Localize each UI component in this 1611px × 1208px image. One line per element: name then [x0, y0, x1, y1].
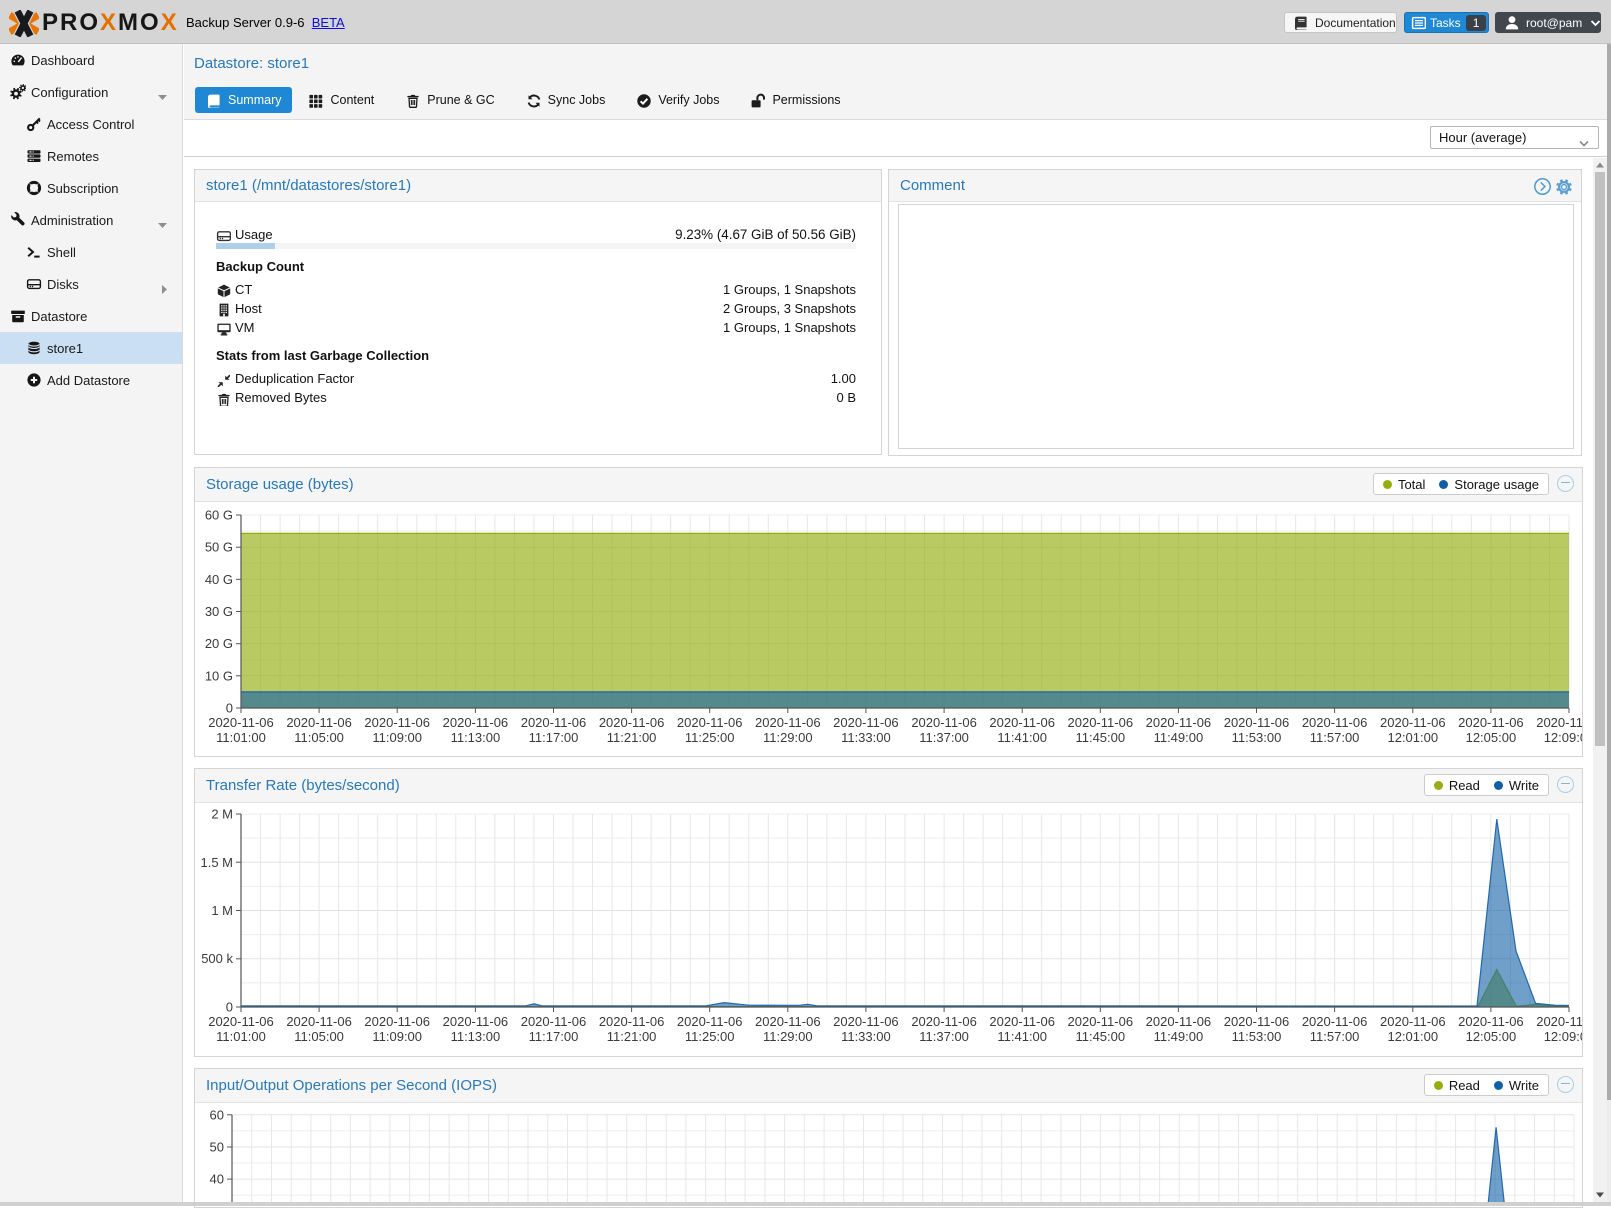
svg-text:1.5 M: 1.5 M	[200, 855, 233, 870]
svg-text:11:05:00: 11:05:00	[294, 730, 344, 745]
svg-text:2020-11-06: 2020-11-06	[208, 715, 274, 730]
svg-text:11:33:00: 11:33:00	[841, 1029, 891, 1044]
svg-text:2020-11-06: 2020-11-06	[521, 1014, 587, 1029]
svg-text:2020-11-06: 2020-11-06	[911, 715, 977, 730]
svg-text:2020-11-06: 2020-11-06	[1380, 1014, 1446, 1029]
svg-text:2020-11-06: 2020-11-06	[208, 1014, 274, 1029]
svg-text:2020-11-06: 2020-11-06	[677, 1014, 743, 1029]
svg-text:10 G: 10 G	[205, 668, 233, 683]
svg-text:2020-11-06: 2020-11-06	[677, 715, 743, 730]
svg-text:11:09:00: 11:09:00	[372, 1029, 422, 1044]
svg-text:11:01:00: 11:01:00	[216, 1029, 266, 1044]
svg-text:11:45:00: 11:45:00	[1075, 1029, 1125, 1044]
svg-text:500 k: 500 k	[201, 951, 233, 966]
svg-text:11:57:00: 11:57:00	[1310, 1029, 1360, 1044]
svg-text:2020-11-06: 2020-11-06	[443, 1014, 509, 1029]
svg-text:11:25:00: 11:25:00	[685, 730, 735, 745]
svg-text:11:37:00: 11:37:00	[919, 1029, 969, 1044]
svg-text:11:41:00: 11:41:00	[997, 730, 1047, 745]
svg-text:2020-11-06: 2020-11-06	[364, 715, 430, 730]
svg-text:2020-11-06: 2020-11-06	[1458, 715, 1524, 730]
svg-text:11:13:00: 11:13:00	[451, 1029, 501, 1044]
svg-text:11:33:00: 11:33:00	[841, 730, 891, 745]
svg-text:11:49:00: 11:49:00	[1154, 1029, 1204, 1044]
svg-text:12:01:00: 12:01:00	[1387, 730, 1438, 745]
svg-text:11:29:00: 11:29:00	[763, 730, 813, 745]
svg-text:2020-11-06: 2020-11-06	[1146, 715, 1212, 730]
svg-text:2020-11-06: 2020-11-06	[1536, 715, 1582, 730]
svg-text:2020-11-06: 2020-11-06	[1224, 715, 1290, 730]
svg-text:11:45:00: 11:45:00	[1075, 730, 1125, 745]
svg-text:12:05:00: 12:05:00	[1466, 730, 1517, 745]
svg-text:2020-11-06: 2020-11-06	[1068, 1014, 1134, 1029]
svg-text:60 G: 60 G	[205, 508, 233, 523]
svg-text:11:13:00: 11:13:00	[451, 730, 501, 745]
svg-text:2020-11-06: 2020-11-06	[599, 715, 665, 730]
svg-text:11:41:00: 11:41:00	[997, 1029, 1047, 1044]
svg-text:11:21:00: 11:21:00	[607, 730, 657, 745]
svg-text:2020-11-06: 2020-11-06	[1536, 1014, 1582, 1029]
svg-text:11:53:00: 11:53:00	[1232, 1029, 1282, 1044]
svg-text:2020-11-06: 2020-11-06	[286, 1014, 352, 1029]
svg-text:11:53:00: 11:53:00	[1232, 730, 1282, 745]
svg-text:12:09:00: 12:09:00	[1544, 730, 1582, 745]
svg-text:2 M: 2 M	[211, 807, 233, 822]
svg-text:60: 60	[210, 1107, 224, 1122]
svg-text:11:01:00: 11:01:00	[216, 730, 266, 745]
svg-text:2020-11-06: 2020-11-06	[1458, 1014, 1524, 1029]
svg-text:2020-11-06: 2020-11-06	[833, 1014, 899, 1029]
svg-text:2020-11-06: 2020-11-06	[364, 1014, 430, 1029]
svg-text:2020-11-06: 2020-11-06	[755, 715, 821, 730]
svg-text:2020-11-06: 2020-11-06	[989, 715, 1055, 730]
svg-text:40: 40	[210, 1172, 224, 1187]
svg-text:0: 0	[226, 701, 233, 716]
svg-text:2020-11-06: 2020-11-06	[1224, 1014, 1290, 1029]
svg-text:20 G: 20 G	[205, 636, 233, 651]
svg-text:11:37:00: 11:37:00	[919, 730, 969, 745]
svg-text:2020-11-06: 2020-11-06	[755, 1014, 821, 1029]
svg-text:12:01:00: 12:01:00	[1387, 1029, 1438, 1044]
svg-text:11:17:00: 11:17:00	[529, 730, 579, 745]
svg-text:11:17:00: 11:17:00	[529, 1029, 579, 1044]
svg-text:50 G: 50 G	[205, 540, 233, 555]
svg-text:12:05:00: 12:05:00	[1466, 1029, 1517, 1044]
svg-text:11:09:00: 11:09:00	[372, 730, 422, 745]
svg-text:1 M: 1 M	[211, 903, 233, 918]
svg-text:30 G: 30 G	[205, 604, 233, 619]
svg-text:11:29:00: 11:29:00	[763, 1029, 813, 1044]
svg-text:11:25:00: 11:25:00	[685, 1029, 735, 1044]
svg-text:2020-11-06: 2020-11-06	[1068, 715, 1134, 730]
svg-text:12:09:00: 12:09:00	[1544, 1029, 1582, 1044]
svg-text:11:21:00: 11:21:00	[607, 1029, 657, 1044]
svg-text:2020-11-06: 2020-11-06	[1302, 715, 1368, 730]
svg-text:0: 0	[226, 1000, 233, 1015]
svg-text:11:49:00: 11:49:00	[1154, 730, 1204, 745]
svg-text:11:05:00: 11:05:00	[294, 1029, 344, 1044]
svg-text:2020-11-06: 2020-11-06	[1302, 1014, 1368, 1029]
svg-text:2020-11-06: 2020-11-06	[443, 715, 509, 730]
svg-text:2020-11-06: 2020-11-06	[1146, 1014, 1212, 1029]
svg-text:11:57:00: 11:57:00	[1310, 730, 1360, 745]
svg-text:40 G: 40 G	[205, 572, 233, 587]
svg-text:2020-11-06: 2020-11-06	[989, 1014, 1055, 1029]
svg-text:2020-11-06: 2020-11-06	[286, 715, 352, 730]
svg-text:2020-11-06: 2020-11-06	[521, 715, 587, 730]
svg-text:50: 50	[210, 1140, 224, 1155]
svg-text:2020-11-06: 2020-11-06	[911, 1014, 977, 1029]
svg-text:2020-11-06: 2020-11-06	[599, 1014, 665, 1029]
svg-text:2020-11-06: 2020-11-06	[833, 715, 899, 730]
svg-text:2020-11-06: 2020-11-06	[1380, 715, 1446, 730]
